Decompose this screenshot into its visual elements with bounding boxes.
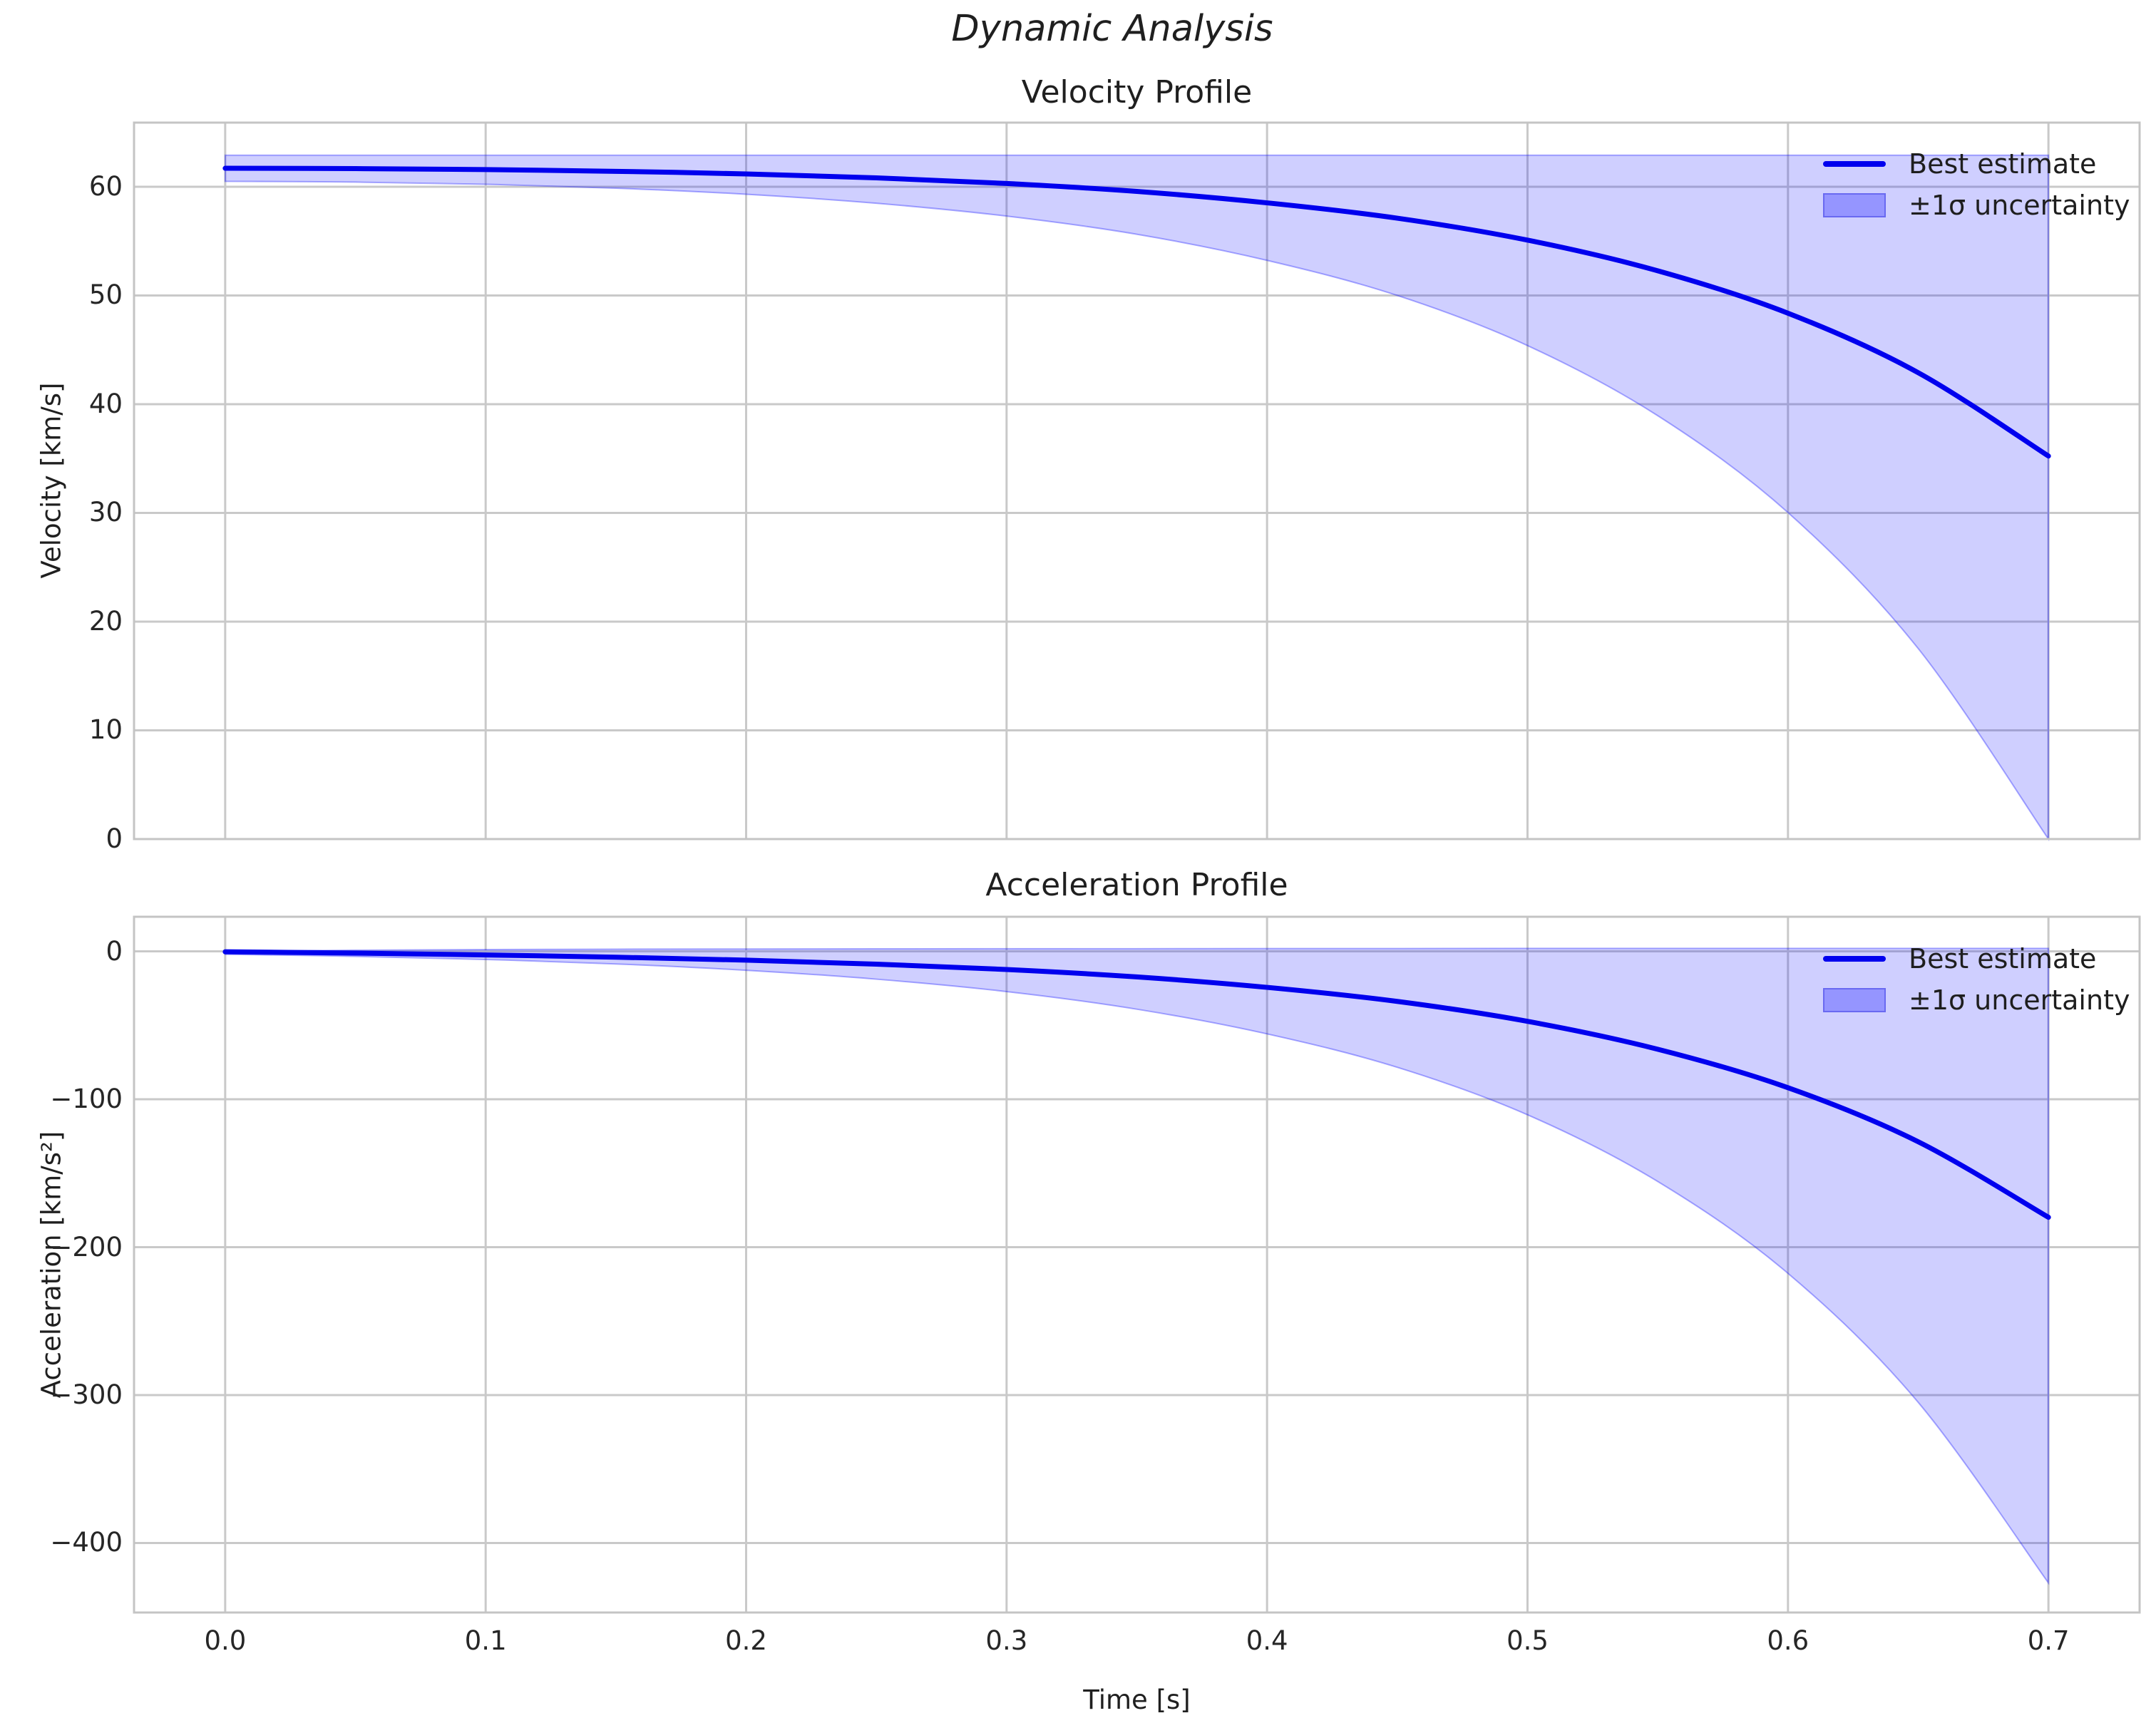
y-tick-label: 60 [88, 170, 123, 202]
x-tick-label: 0.3 [985, 1625, 1028, 1656]
acceleration-legend: Best estimate ±1σ uncertainty [1813, 938, 2130, 1021]
x-tick-label: 0.6 [1767, 1625, 1809, 1656]
x-tick-label: 0.7 [2027, 1625, 2070, 1656]
line-swatch-icon [1823, 956, 1886, 962]
uncertainty-band [224, 947, 2050, 1585]
velocity-plot-title: Velocity Profile [1021, 74, 1253, 110]
y-tick-label: −400 [50, 1527, 123, 1558]
x-tick-label: 0.5 [1506, 1625, 1549, 1656]
legend-entry-best-estimate: Best estimate [1813, 143, 2130, 185]
y-tick-label: −300 [50, 1379, 123, 1410]
subplot-velocity [133, 121, 2141, 842]
y-tick-label: −100 [50, 1084, 123, 1115]
best-estimate-line [222, 949, 2051, 1220]
x-tick-label: 0.2 [725, 1625, 767, 1656]
x-axis-label: Time [s] [1083, 1685, 1191, 1715]
axes-frame [133, 121, 2141, 840]
band-swatch-icon [1823, 988, 1886, 1012]
figure-suptitle: Dynamic Analysis [951, 8, 1273, 50]
subplot-acceleration [133, 915, 2141, 1614]
x-tick-label: 0.1 [464, 1625, 507, 1656]
band-swatch-icon [1823, 193, 1886, 217]
x-tick-label: 0.0 [204, 1625, 247, 1656]
legend-entry-uncertainty: ±1σ uncertainty [1813, 979, 2130, 1021]
velocity-legend: Best estimate ±1σ uncertainty [1813, 143, 2130, 226]
legend-entry-best-estimate: Best estimate [1813, 938, 2130, 979]
acceleration-y-axis-label: Acceleration [km/s²] [36, 1131, 67, 1399]
y-tick-label: −200 [50, 1231, 123, 1262]
legend-label: Best estimate [1909, 943, 2097, 974]
uncertainty-band [224, 154, 2050, 842]
x-tick-label: 0.4 [1246, 1625, 1288, 1656]
legend-label: ±1σ uncertainty [1909, 984, 2130, 1016]
legend-label: ±1σ uncertainty [1909, 190, 2130, 221]
legend-entry-uncertainty: ±1σ uncertainty [1813, 185, 2130, 226]
acceleration-plot-title: Acceleration Profile [985, 867, 1288, 903]
y-tick-label: 20 [88, 605, 123, 637]
y-tick-label: 30 [88, 497, 123, 528]
legend-label: Best estimate [1909, 148, 2097, 180]
best-estimate-line [222, 165, 2051, 459]
y-tick-label: 40 [88, 388, 123, 419]
line-swatch-icon [1823, 161, 1886, 167]
y-tick-label: 0 [106, 935, 123, 967]
gridlines [134, 917, 2140, 1613]
y-tick-label: 10 [88, 714, 123, 746]
y-tick-label: 0 [106, 823, 123, 854]
axes-frame [133, 915, 2141, 1614]
y-tick-label: 50 [88, 279, 123, 311]
